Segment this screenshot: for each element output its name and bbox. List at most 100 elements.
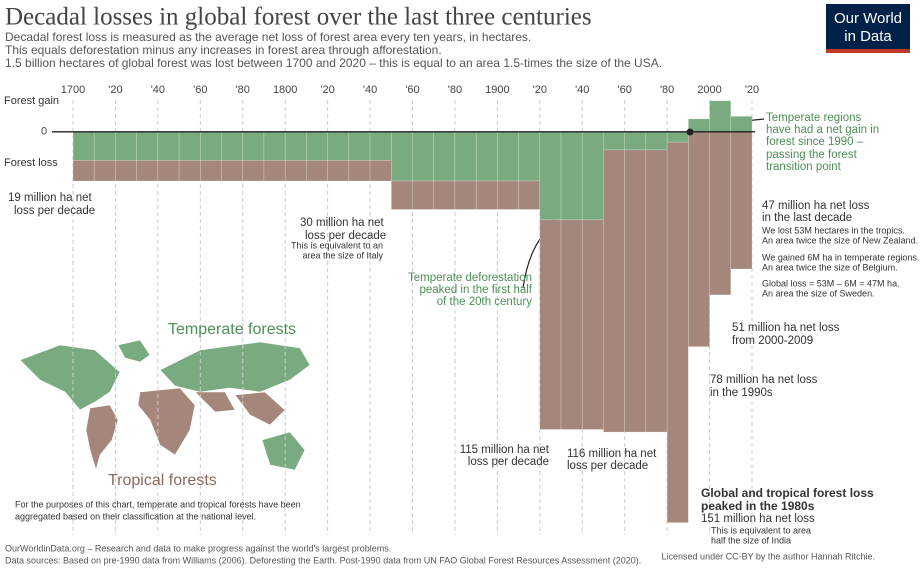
bar-segment (93, 159, 116, 182)
x-tick-label: '40 (575, 84, 589, 96)
bar-segment (157, 131, 180, 161)
bar-segment (581, 131, 604, 221)
bar-segment (369, 159, 392, 182)
annotation: 151 million ha net loss (701, 513, 815, 525)
annotation: 51 million ha net loss (732, 322, 840, 334)
bar-segment (178, 159, 201, 182)
map-region (194, 391, 236, 413)
subtitle: 1.5 billion hectares of global forest wa… (5, 56, 662, 70)
bar-segment (327, 131, 350, 161)
bar-segment (475, 180, 498, 210)
bar-segment (497, 131, 519, 182)
annotation: loss per decade (468, 456, 549, 468)
annotation: peaked in the first half (419, 284, 532, 296)
annotation: An area the size of Sweden. (762, 288, 875, 298)
x-tick-label: '80 (236, 84, 250, 96)
bar-segment (666, 141, 689, 523)
note: aggregated based on their classification… (15, 511, 256, 521)
x-tick-label: '40 (151, 84, 165, 96)
bar-segment (390, 180, 413, 210)
bar-segment (475, 131, 498, 182)
map-region (85, 404, 119, 472)
x-tick-label: '20 (108, 84, 122, 96)
logo-box (826, 4, 910, 52)
bar-segment (136, 159, 159, 182)
map-region (261, 431, 306, 471)
bar-segment (390, 131, 413, 182)
bar-segment (454, 131, 477, 182)
footer: OurWorldinData.org – Research and data t… (5, 543, 391, 553)
bar-segment (72, 159, 95, 182)
annotation: area the size of Italy (302, 250, 383, 260)
logo-bar (826, 49, 910, 53)
map-region (159, 341, 311, 393)
x-tick-label: '60 (618, 84, 632, 96)
annotation: passing the forest (766, 149, 858, 161)
x-tick-label: 1900 (485, 84, 509, 96)
annotation: 47 million ha net loss (762, 200, 870, 212)
chart-title: Decadal losses in global forest over the… (5, 4, 592, 31)
bar-segment (200, 131, 222, 161)
annotation: 19 million ha net (8, 192, 93, 204)
x-tick-label: '60 (405, 84, 419, 96)
annotation: loss per decade (305, 230, 386, 242)
bar-segment (284, 159, 307, 182)
annotation: An area twice the size of Belgium. (762, 262, 898, 272)
bar-segment (157, 159, 180, 182)
bar-segment (327, 159, 350, 182)
annotation: 116 million ha net (567, 448, 657, 460)
logo-line: Our World (834, 10, 902, 27)
map-region (234, 391, 286, 426)
bar-segment (412, 180, 435, 210)
x-tick-label: '40 (363, 84, 377, 96)
bar-segment (433, 180, 456, 210)
annotation: loss per decade (14, 205, 95, 217)
logo-line: in Data (844, 28, 892, 45)
y-axis-label: Forest gain (4, 95, 59, 107)
bar-segment (454, 180, 477, 210)
bar-segment (688, 131, 710, 347)
footer: Data sources: Based on pre-1990 data fro… (5, 555, 641, 565)
bar-segment (581, 219, 604, 430)
world-map (19, 339, 311, 472)
annotation: 30 million ha net (300, 217, 385, 229)
bar-segment (645, 149, 668, 433)
note: For the purposes of this chart, temperat… (15, 499, 301, 509)
y-axis-label: Forest loss (4, 157, 58, 169)
bar-segment (369, 131, 392, 161)
annotation: loss per decade (567, 460, 648, 472)
bar-segment (93, 131, 116, 161)
bar-segment (518, 131, 541, 182)
bar-segment (645, 131, 668, 151)
bar-segment (306, 159, 328, 182)
bar-segment (730, 131, 753, 270)
bar-segment (200, 159, 222, 182)
bar-segment (560, 219, 583, 430)
bar-segment (178, 131, 201, 161)
bar-segment (603, 131, 625, 151)
bar-segment (624, 131, 647, 151)
transition-point (686, 128, 694, 136)
bar-segment (666, 131, 689, 143)
bar-segment (497, 180, 519, 210)
x-tick-label: 1700 (61, 84, 85, 96)
annotation: from 2000-2009 (732, 335, 813, 347)
annotation: in the last decade (762, 212, 852, 224)
annotation: This is equivalent to area (711, 525, 811, 535)
bar-segment (624, 149, 647, 433)
annotation: transition point (766, 161, 842, 173)
bar-segment (560, 131, 583, 221)
bar-segment (348, 159, 371, 182)
annotation: We lost 53M hectares in the tropics. (762, 225, 905, 235)
bar-segment (221, 159, 244, 182)
map-label: Tropical forests (108, 472, 217, 489)
bar-segment (115, 159, 137, 182)
bar-segment (539, 219, 562, 430)
map-region (137, 387, 196, 456)
bar-segment (221, 131, 244, 161)
x-tick-label: '80 (660, 84, 674, 96)
bar-segment (518, 180, 541, 210)
annotation: This is equivalent to an (291, 240, 383, 250)
annotation: have had a net gain in (766, 124, 879, 136)
annotation: 78 million ha net loss (710, 374, 818, 386)
